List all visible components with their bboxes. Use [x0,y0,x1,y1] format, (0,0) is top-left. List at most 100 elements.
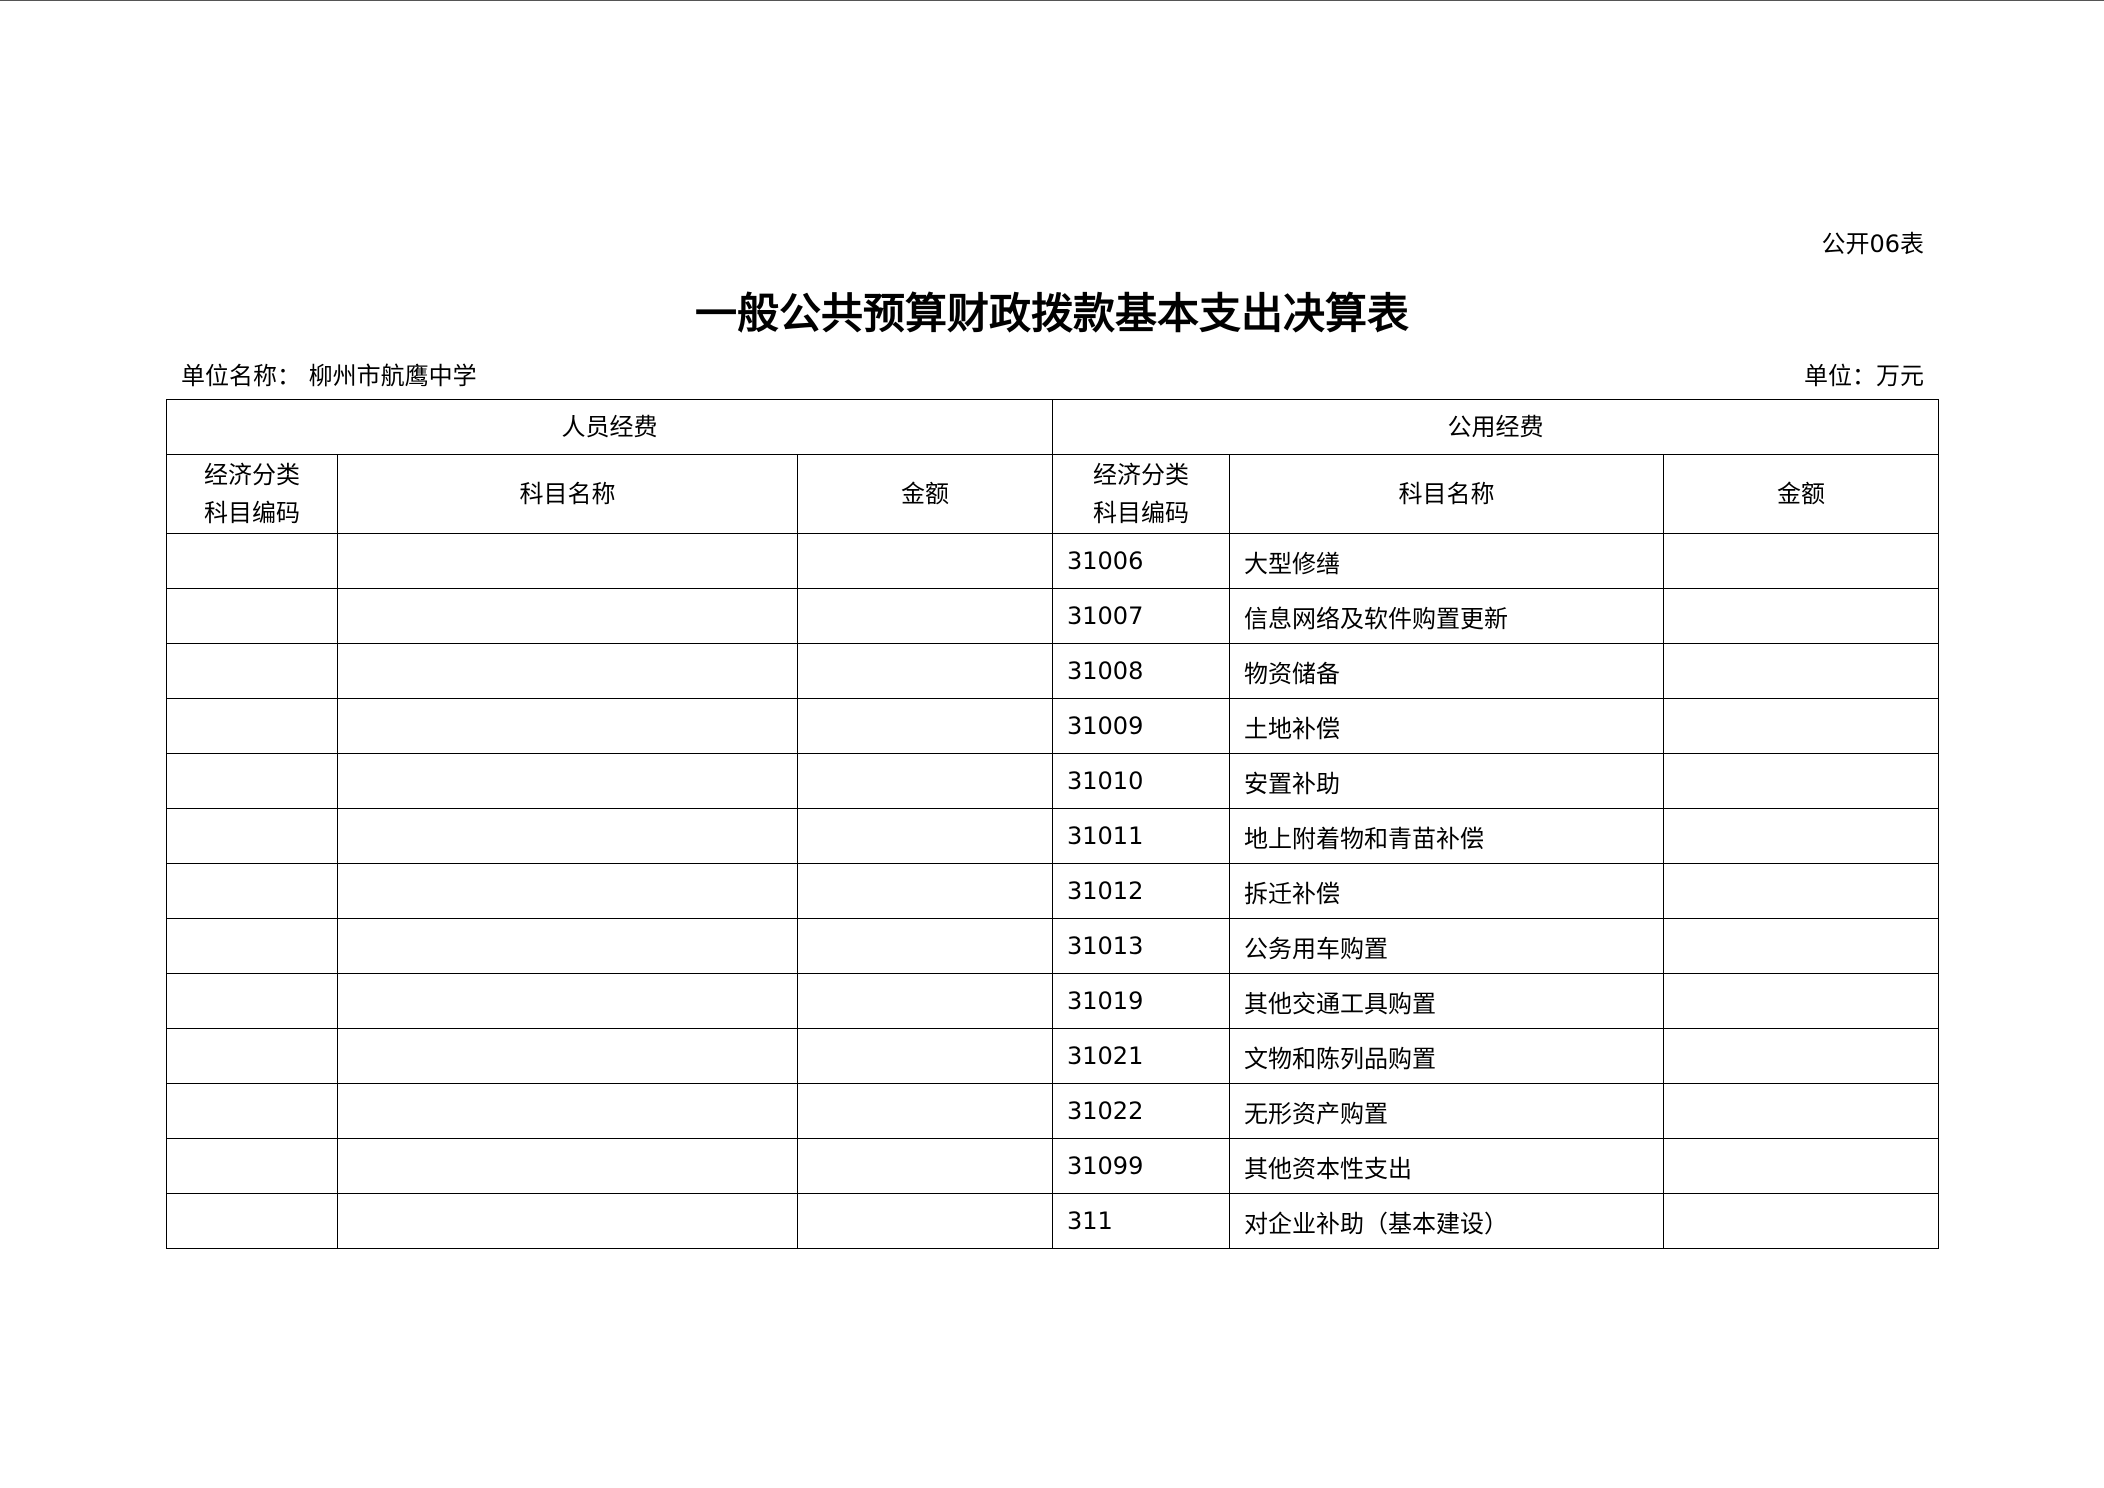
personnel-amount-cell [797,1028,1053,1084]
column-header-text: 科目编码 [1093,499,1189,527]
unit-name-label: 单位名称： [181,362,301,390]
public-code-cell: 31009 [1052,698,1230,754]
personnel-code-cell [166,1083,338,1139]
table-row: 31019 其他交通工具购置 [166,973,1939,1029]
public-amount-cell [1663,973,1939,1029]
public-amount-cell [1663,1193,1939,1249]
table-row: 31009 土地补偿 [166,698,1939,754]
public-name-cell: 对企业补助（基本建设） [1229,1193,1664,1249]
column-header-text: 金额 [1777,480,1825,508]
table-row: 31010 安置补助 [166,753,1939,809]
public-name-cell: 安置补助 [1229,753,1664,809]
group-header-public: 公用经费 [1052,399,1939,455]
unit-name-line: 单位名称： 柳州市航鹰中学 [181,356,477,391]
public-code-cell: 31099 [1052,1138,1230,1194]
personnel-code-cell [166,973,338,1029]
table-row: 31022 无形资产购置 [166,1083,1939,1139]
personnel-name-cell [337,643,798,699]
personnel-name-cell [337,808,798,864]
personnel-code-cell [166,588,338,644]
personnel-name-cell [337,973,798,1029]
column-header-text: 科目名称 [1398,480,1495,508]
personnel-amount-cell [797,1083,1053,1139]
personnel-code-cell [166,533,338,589]
unit-name: 柳州市航鹰中学 [308,362,477,390]
public-code-cell: 31007 [1052,588,1230,644]
personnel-amount-cell [797,533,1053,589]
form-number: 公开06表 [1821,230,1924,258]
public-name-cell: 公务用车购置 [1229,918,1664,974]
personnel-amount-cell [797,918,1053,974]
column-header-amount: 金额 [797,454,1053,534]
public-code-cell: 31013 [1052,918,1230,974]
column-header-name: 科目名称 [337,454,798,534]
personnel-amount-cell [797,863,1053,919]
public-name-cell: 其他交通工具购置 [1229,973,1664,1029]
public-code-cell: 31021 [1052,1028,1230,1084]
personnel-code-cell [166,753,338,809]
group-header-row: 人员经费 公用经费 [166,399,1939,455]
public-amount-cell [1663,533,1939,589]
public-name-cell: 物资储备 [1229,643,1664,699]
table-row: 31008 物资储备 [166,643,1939,699]
personnel-name-cell [337,533,798,589]
personnel-code-cell [166,918,338,974]
public-code-cell: 311 [1052,1193,1230,1249]
public-code-cell: 31019 [1052,973,1230,1029]
public-amount-cell [1663,918,1939,974]
public-name-cell: 地上附着物和青苗补偿 [1229,808,1664,864]
currency-unit: 单位：万元 [1804,362,1924,390]
expenditure-table: 人员经费 公用经费 经济分类科目编码 科目名称 金额 经济分类科目编码 科目名称 金额 3… [166,399,1939,1249]
personnel-name-cell [337,1138,798,1194]
personnel-name-cell [337,863,798,919]
personnel-amount-cell [797,753,1053,809]
page-title: 一般公共预算财政拨款基本支出决算表 [694,289,1409,338]
table-row: 31099 其他资本性支出 [166,1138,1939,1194]
public-name-cell: 无形资产购置 [1229,1083,1664,1139]
personnel-amount-cell [797,808,1053,864]
table-row: 31021 文物和陈列品购置 [166,1028,1939,1084]
table-row: 31011 地上附着物和青苗补偿 [166,808,1939,864]
public-amount-cell [1663,1083,1939,1139]
public-amount-cell [1663,1138,1939,1194]
personnel-code-cell [166,1193,338,1249]
table-row: 31013 公务用车购置 [166,918,1939,974]
group-header-personnel: 人员经费 [166,399,1053,455]
public-code-cell: 31022 [1052,1083,1230,1139]
column-header-text: 经济分类 [204,461,300,489]
public-name-cell: 其他资本性支出 [1229,1138,1664,1194]
personnel-name-cell [337,753,798,809]
public-code-cell: 31011 [1052,808,1230,864]
public-name-cell: 拆迁补偿 [1229,863,1664,919]
personnel-name-cell [337,698,798,754]
column-header-text: 经济分类 [1093,461,1189,489]
personnel-code-cell [166,863,338,919]
table-row: 311 对企业补助（基本建设） [166,1193,1939,1249]
public-name-cell: 文物和陈列品购置 [1229,1028,1664,1084]
column-header-code: 经济分类 科目编码 [166,454,338,534]
table-row: 31012 拆迁补偿 [166,863,1939,919]
personnel-name-cell [337,588,798,644]
public-name-cell: 土地补偿 [1229,698,1664,754]
personnel-code-cell [166,808,338,864]
column-header-amount: 金额 [1663,454,1939,534]
personnel-name-cell [337,1083,798,1139]
column-header-text: 金额 [901,480,949,508]
public-amount-cell [1663,698,1939,754]
table-row: 31006 大型修缮 [166,533,1939,589]
page-top-border [0,0,2104,1]
public-amount-cell [1663,1028,1939,1084]
public-name-cell: 信息网络及软件购置更新 [1229,588,1664,644]
column-header-text: 科目名称 [519,480,616,508]
personnel-amount-cell [797,973,1053,1029]
column-header-text: 科目编码 [204,499,300,527]
personnel-name-cell [337,918,798,974]
personnel-name-cell [337,1193,798,1249]
column-header-code: 经济分类 科目编码 [1052,454,1230,534]
personnel-amount-cell [797,588,1053,644]
column-header-name: 科目名称 [1229,454,1664,534]
personnel-code-cell [166,1028,338,1084]
personnel-code-cell [166,698,338,754]
personnel-name-cell [337,1028,798,1084]
public-code-cell: 31012 [1052,863,1230,919]
